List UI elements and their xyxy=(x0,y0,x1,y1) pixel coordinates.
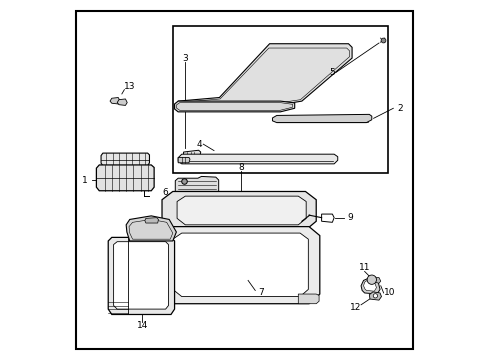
Polygon shape xyxy=(101,153,149,166)
Text: 11: 11 xyxy=(358,264,369,273)
Polygon shape xyxy=(126,216,176,241)
Polygon shape xyxy=(172,233,308,297)
Text: 13: 13 xyxy=(124,82,135,91)
Text: 6: 6 xyxy=(163,188,168,197)
Text: 2: 2 xyxy=(397,104,403,113)
Polygon shape xyxy=(162,192,316,230)
Polygon shape xyxy=(110,98,120,104)
Polygon shape xyxy=(298,294,319,304)
Circle shape xyxy=(366,275,376,284)
Text: 5: 5 xyxy=(329,68,335,77)
Circle shape xyxy=(372,294,377,298)
Polygon shape xyxy=(360,278,379,294)
Polygon shape xyxy=(160,226,319,304)
Text: 4: 4 xyxy=(197,140,202,149)
Polygon shape xyxy=(371,277,380,283)
Polygon shape xyxy=(363,280,376,291)
Polygon shape xyxy=(177,196,305,225)
Polygon shape xyxy=(178,154,337,164)
Text: 8: 8 xyxy=(238,163,244,172)
Polygon shape xyxy=(96,165,154,191)
Text: 14: 14 xyxy=(136,321,148,330)
Polygon shape xyxy=(108,237,174,315)
Bar xyxy=(172,26,387,173)
Polygon shape xyxy=(178,44,351,105)
Polygon shape xyxy=(178,157,190,163)
Text: 3: 3 xyxy=(182,54,188,63)
Polygon shape xyxy=(368,292,381,300)
Polygon shape xyxy=(272,114,371,123)
Text: 12: 12 xyxy=(349,303,361,312)
Polygon shape xyxy=(183,150,201,157)
Text: 9: 9 xyxy=(346,213,352,222)
Polygon shape xyxy=(175,176,218,197)
Polygon shape xyxy=(174,101,294,112)
Polygon shape xyxy=(113,242,168,309)
Text: 1: 1 xyxy=(82,176,88,185)
Text: 10: 10 xyxy=(383,288,395,297)
Text: 7: 7 xyxy=(257,288,263,297)
Polygon shape xyxy=(144,218,158,223)
Polygon shape xyxy=(117,99,127,105)
